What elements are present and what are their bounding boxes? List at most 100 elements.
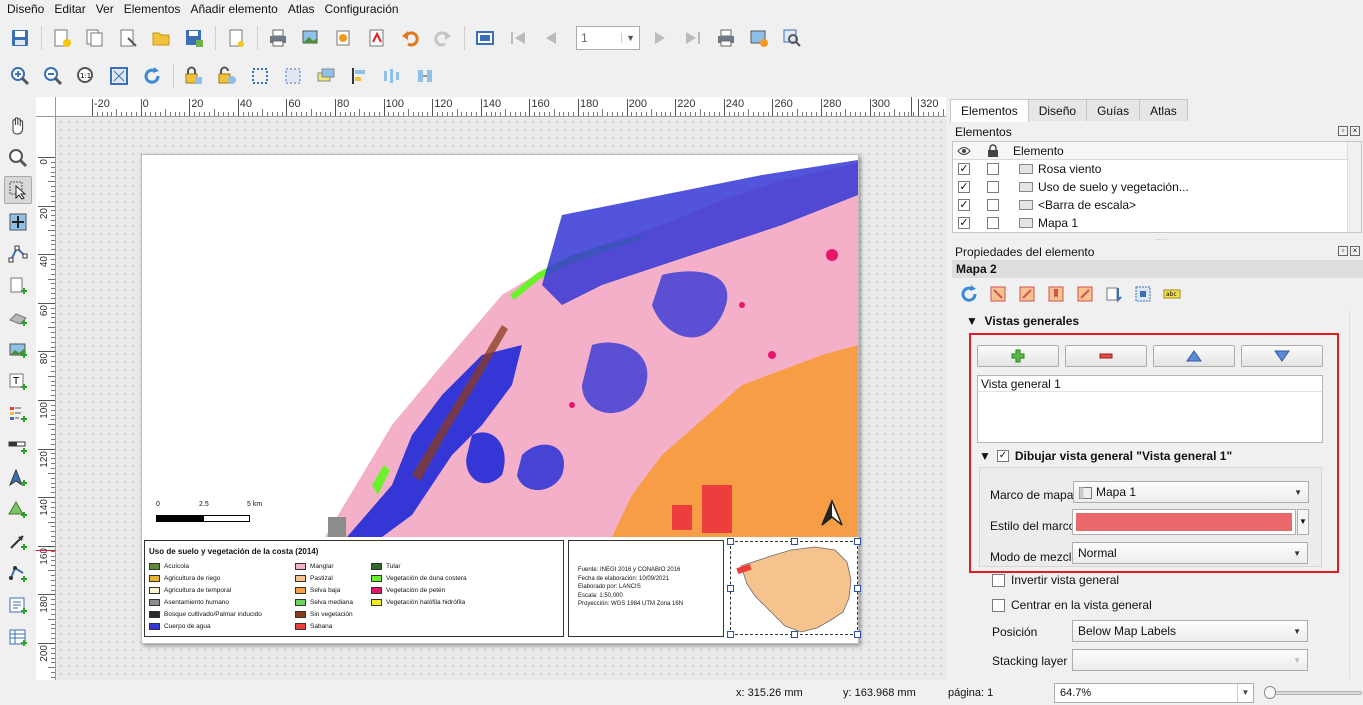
frame-style-button[interactable] (1072, 509, 1296, 535)
selection-handle[interactable] (791, 631, 798, 638)
add-label-tool[interactable]: T (4, 368, 32, 396)
add-html-tool[interactable] (4, 592, 32, 620)
label-tool-button[interactable]: abc (1161, 283, 1183, 305)
frame-style-menu-button[interactable]: ▼ (1297, 509, 1309, 535)
last-feature-button[interactable] (679, 24, 707, 52)
tab-diseno[interactable]: Diseño (1027, 99, 1088, 121)
items-tree-row[interactable]: ✓ Uso de suelo y vegetación... (953, 178, 1361, 196)
distribute-items-button[interactable] (378, 62, 406, 90)
tab-guias[interactable]: Guías (1086, 99, 1141, 121)
refresh-button[interactable] (138, 62, 166, 90)
center-overview-row[interactable]: Centrar en la vista general (992, 598, 1152, 612)
scale-bar-item[interactable]: 0 2.5 5 km (156, 501, 266, 525)
menu-editar[interactable]: Editar (54, 2, 86, 16)
layout-page[interactable]: 0 2.5 5 km Uso de suelo y vegetación de … (141, 154, 861, 644)
layout-canvas[interactable]: 0 2.5 5 km Uso de suelo y vegetación de … (57, 118, 946, 680)
visibility-checkbox[interactable]: ✓ (958, 163, 970, 175)
zoom-tool[interactable] (4, 144, 32, 172)
zoom-out-button[interactable] (39, 62, 67, 90)
save-button[interactable] (6, 24, 34, 52)
tab-elementos[interactable]: Elementos (950, 99, 1029, 122)
select-all-button[interactable] (246, 62, 274, 90)
move-content-tool[interactable] (4, 208, 32, 236)
layout-manager-button[interactable] (114, 24, 142, 52)
remove-overview-button[interactable] (1065, 345, 1147, 367)
lock-checkbox[interactable] (987, 199, 999, 211)
zoom-slider[interactable] (1262, 685, 1362, 701)
add-north-arrow-tool[interactable] (4, 464, 32, 492)
menu-elementos[interactable]: Elementos (123, 2, 181, 16)
blend-mode-combo[interactable]: Normal ▼ (1072, 542, 1308, 564)
first-feature-button[interactable] (504, 24, 532, 52)
add-attribute-table-tool[interactable] (4, 624, 32, 652)
items-tree-row[interactable]: ✓ Rosa viento (953, 160, 1361, 178)
zoom-full-button[interactable] (105, 62, 133, 90)
credits-label-item[interactable]: Fuente: INEGI 2016 y CONABIO 2016 Fecha d… (568, 540, 724, 637)
lock-checkbox[interactable] (987, 181, 999, 193)
align-items-button[interactable] (345, 62, 373, 90)
visibility-checkbox[interactable]: ✓ (958, 199, 970, 211)
export-atlas-image-button[interactable] (745, 24, 773, 52)
menu-ver[interactable]: Ver (95, 2, 114, 16)
zoom-in-button[interactable] (6, 62, 34, 90)
lock-checkbox[interactable] (987, 163, 999, 175)
items-tree-row[interactable]: ✓ Mapa 1 (953, 214, 1361, 232)
selection-handle[interactable] (727, 631, 734, 638)
add-shape-tool[interactable] (4, 496, 32, 524)
unlock-items-button[interactable] (213, 62, 241, 90)
selection-handle[interactable] (854, 585, 861, 592)
raise-items-button[interactable] (312, 62, 340, 90)
splitter-handle[interactable]: ...... (1154, 233, 1168, 242)
undo-button[interactable] (396, 24, 424, 52)
selection-handle[interactable] (854, 631, 861, 638)
add-3d-map-tool[interactable] (4, 304, 32, 332)
atlas-settings-button[interactable] (471, 24, 499, 52)
add-overview-button[interactable] (977, 345, 1059, 367)
selection-handle[interactable] (854, 538, 861, 545)
menu-atlas[interactable]: Atlas (287, 2, 315, 16)
selection-handle[interactable] (791, 538, 798, 545)
close-icon[interactable]: × (1350, 126, 1360, 136)
print-atlas-button[interactable] (712, 24, 740, 52)
center-overview-checkbox[interactable] (992, 598, 1005, 612)
frame-map-combo[interactable]: Mapa 1 ▼ (1073, 481, 1309, 503)
pan-tool[interactable] (4, 112, 32, 140)
selection-handle[interactable] (727, 585, 734, 592)
add-legend-tool[interactable] (4, 400, 32, 428)
zoom-slider-thumb[interactable] (1264, 686, 1276, 699)
zoom-actual-button[interactable]: 1:1 (72, 62, 100, 90)
close-icon[interactable]: × (1350, 246, 1360, 256)
add-picture-tool[interactable] (4, 336, 32, 364)
redo-button[interactable] (429, 24, 457, 52)
visibility-checkbox[interactable]: ✓ (958, 217, 970, 229)
add-page-tool[interactable] (4, 272, 32, 300)
float-icon[interactable]: ▫ (1338, 246, 1348, 256)
export-pdf-button[interactable] (363, 24, 391, 52)
position-combo[interactable]: Below Map Labels ▼ (1072, 620, 1308, 642)
edit-nodes-tool[interactable] (4, 240, 32, 268)
items-tree-scrollbar[interactable] (1347, 142, 1361, 232)
deselect-button[interactable] (279, 62, 307, 90)
export-image-button[interactable] (297, 24, 325, 52)
menu-anadir-elemento[interactable]: Añadir elemento (190, 2, 278, 16)
add-arrow-tool[interactable] (4, 528, 32, 556)
chevron-down-icon[interactable]: ▼ (1237, 684, 1253, 702)
overview-list[interactable]: Vista general 1 (977, 375, 1323, 443)
chevron-down-icon[interactable]: ▼ (621, 33, 635, 43)
zoom-combo[interactable]: 64.7% ▼ (1054, 683, 1254, 703)
draw-overview-group-header[interactable]: ▼ ✓ Dibujar vista general "Vista general… (979, 449, 1232, 463)
new-page-button[interactable] (222, 24, 250, 52)
layers-button[interactable] (1103, 283, 1125, 305)
clipping-button[interactable] (1132, 283, 1154, 305)
overview-map-item[interactable] (727, 538, 861, 638)
bookmark-button[interactable] (1045, 283, 1067, 305)
page-number-spinbox[interactable]: 1 ▼ (576, 26, 640, 50)
resize-items-button[interactable] (411, 62, 439, 90)
tab-atlas[interactable]: Atlas (1139, 99, 1188, 121)
add-scalebar-tool[interactable] (4, 432, 32, 460)
save-template-button[interactable] (180, 24, 208, 52)
stacking-layer-combo[interactable]: ▼ (1072, 649, 1308, 671)
select-move-tool[interactable] (4, 176, 32, 204)
open-template-button[interactable] (147, 24, 175, 52)
move-overview-up-button[interactable] (1153, 345, 1235, 367)
